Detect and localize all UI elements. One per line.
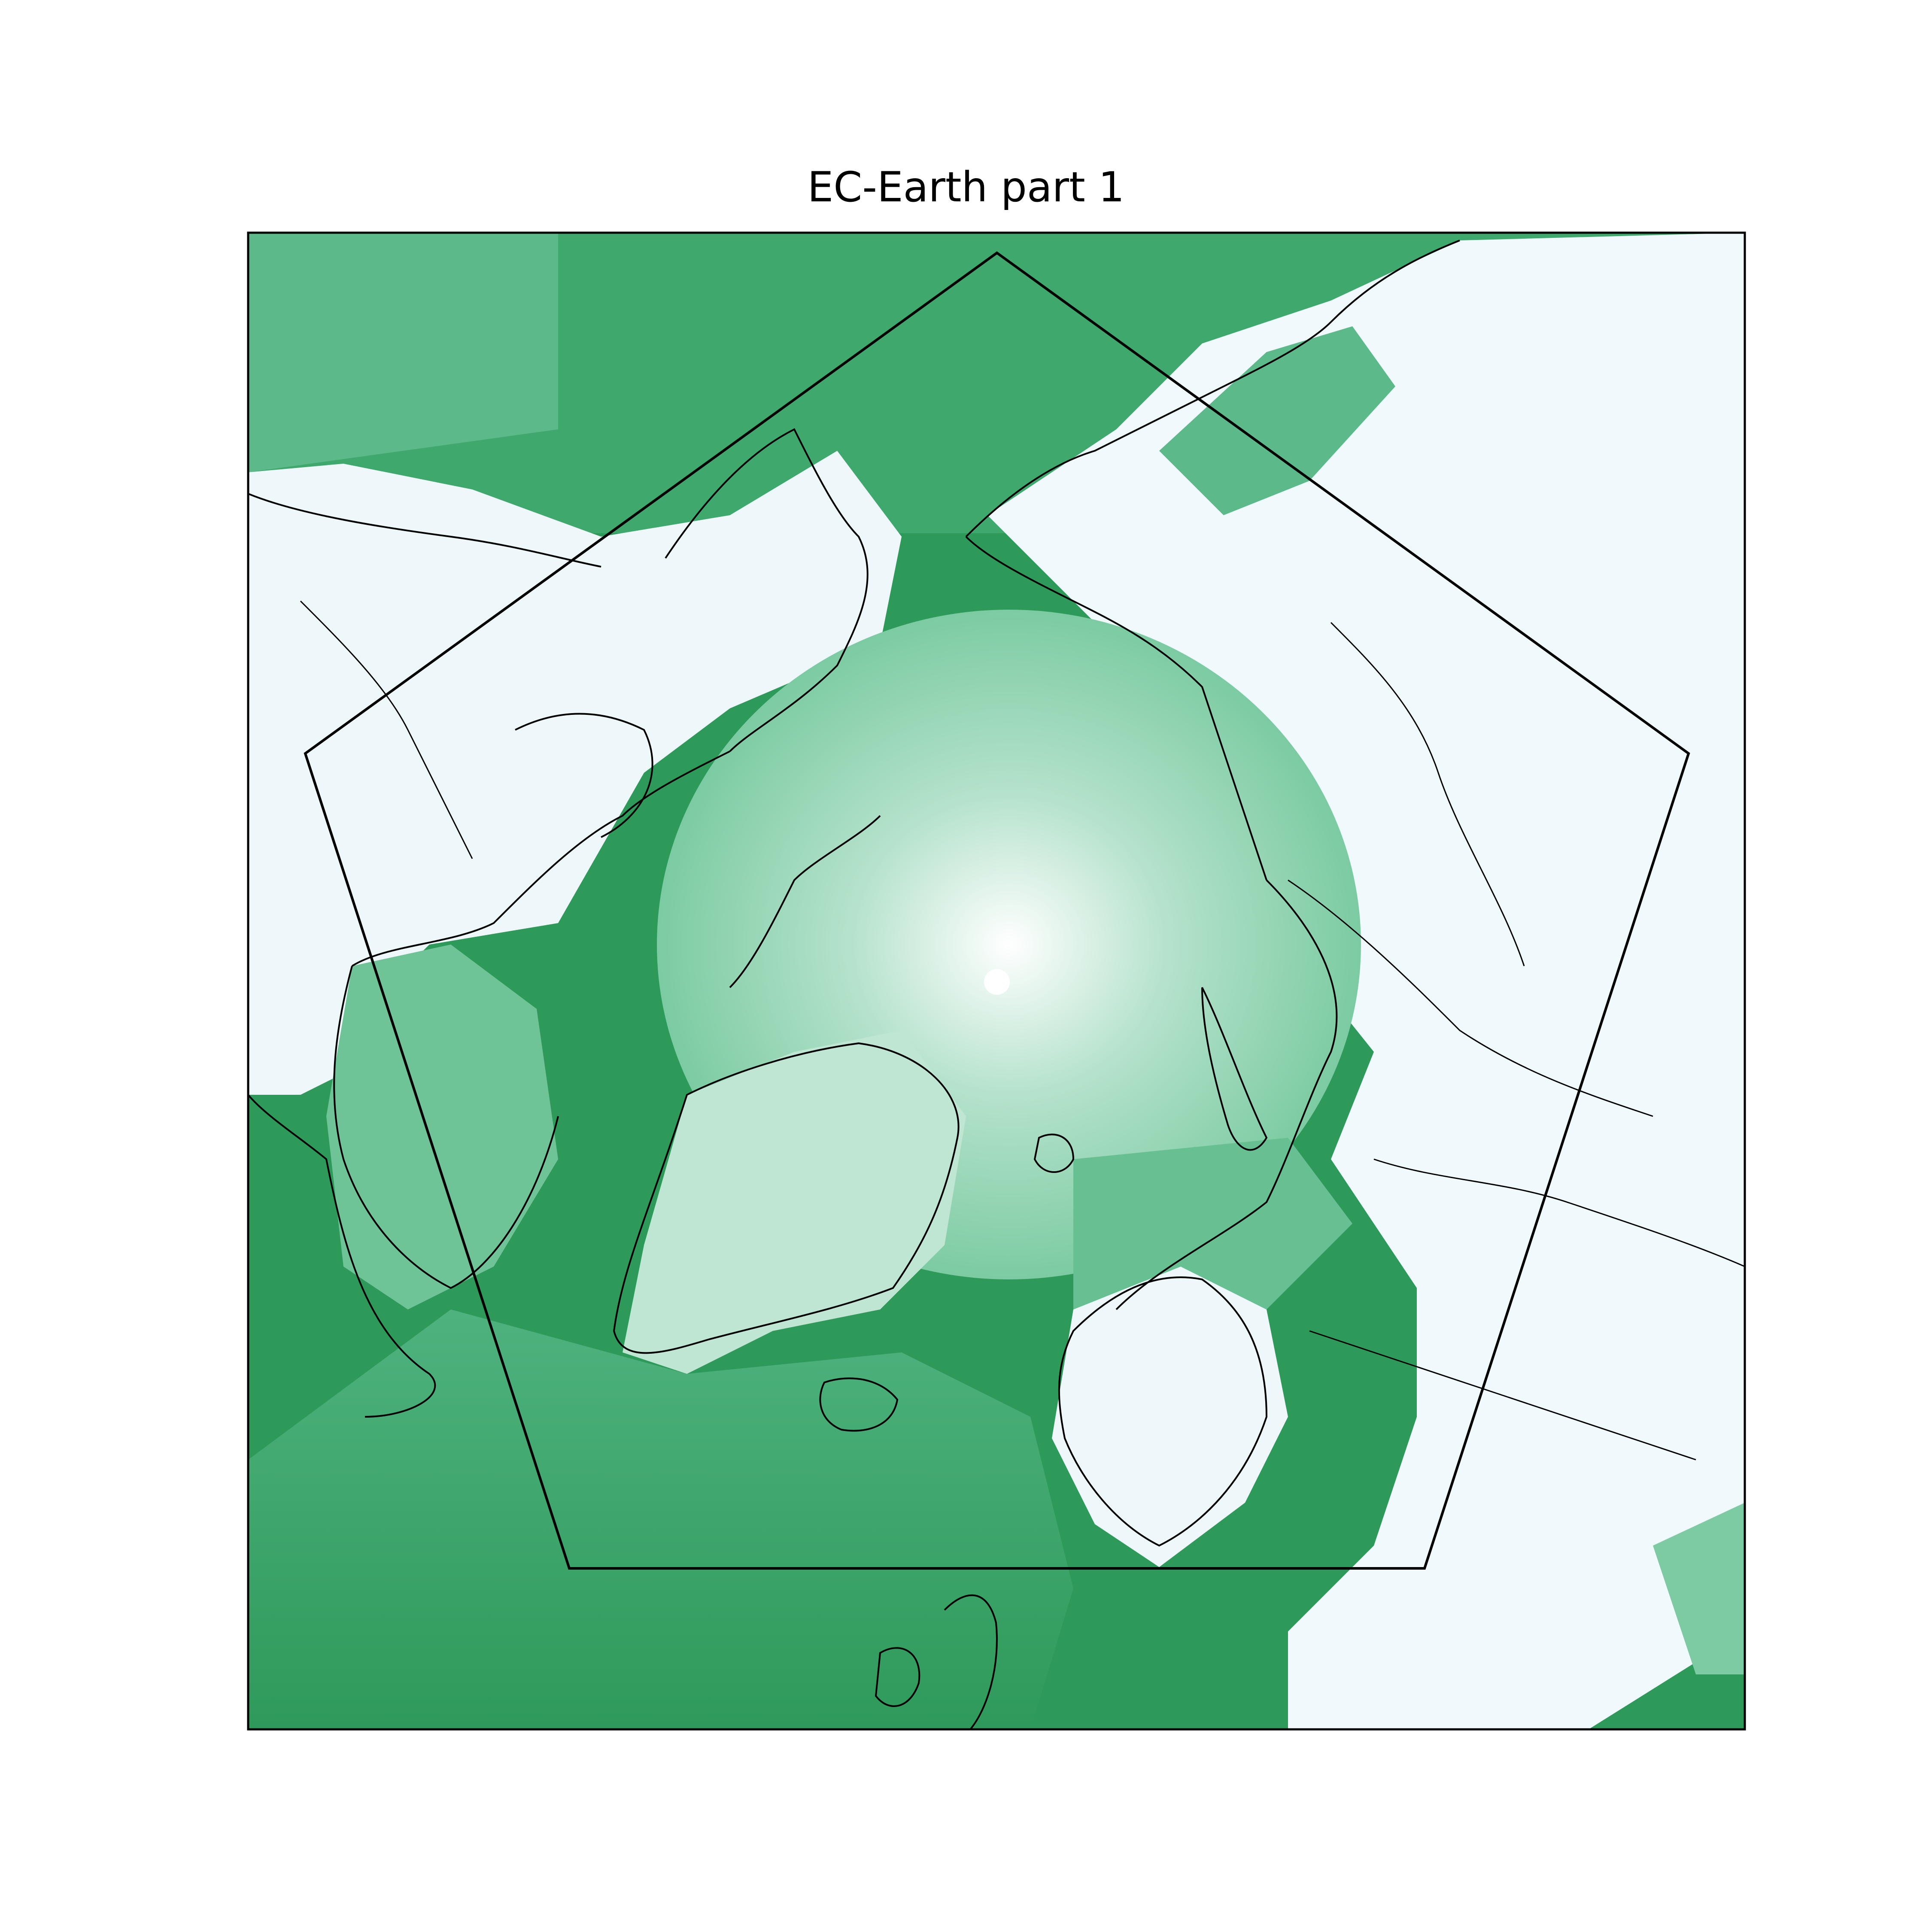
pole-hole [984,969,1010,995]
river-lena [1330,622,1525,966]
coast-novaya-zemlya [1201,987,1268,1151]
coast-banks-island [515,713,653,838]
map-frame [247,231,1746,1731]
coast-kamchatka [1330,240,1460,323]
coast-ireland [875,1647,920,1707]
river-volga [1309,1330,1696,1461]
borders-rivers [300,600,1745,1461]
field-north-america [248,451,902,1095]
field-eurasia [987,233,1745,1729]
field-top-left-soft [248,233,558,472]
coast-hudson-bay [333,966,559,1289]
coast-greenland [613,1042,960,1354]
field-barents [1073,1138,1352,1309]
coastlines [248,240,1460,1729]
river-mackenzie [300,600,473,859]
field-hudson-bay [326,945,558,1309]
coast-siberia [965,536,1267,881]
coast-alaska-north [665,428,869,752]
field-greenland [623,1030,966,1374]
coast-svalbard [1033,1133,1075,1173]
coast-canada-arctic [351,750,730,967]
coast-russia-west [1115,879,1338,1310]
field-east-siberia-strip [1159,326,1395,515]
river-ob [1288,879,1653,1117]
field-scandinavia [1052,1267,1288,1567]
border-east [1373,1158,1745,1267]
coast-scandinavia [1058,1276,1268,1547]
coast-ellesmere [729,815,881,988]
coast-iceland [819,1377,899,1432]
coast-alaska-south [248,493,601,568]
coast-labrador [248,1094,436,1418]
field-north-atlantic [248,1309,1073,1729]
coast-britain [944,1594,998,1729]
coast-east-siberia [965,321,1332,538]
map-title: EC-Earth part 1 [807,163,1125,211]
region-boundary-pentagon [304,251,1690,1570]
field-southeast-patch [1653,1503,1745,1674]
